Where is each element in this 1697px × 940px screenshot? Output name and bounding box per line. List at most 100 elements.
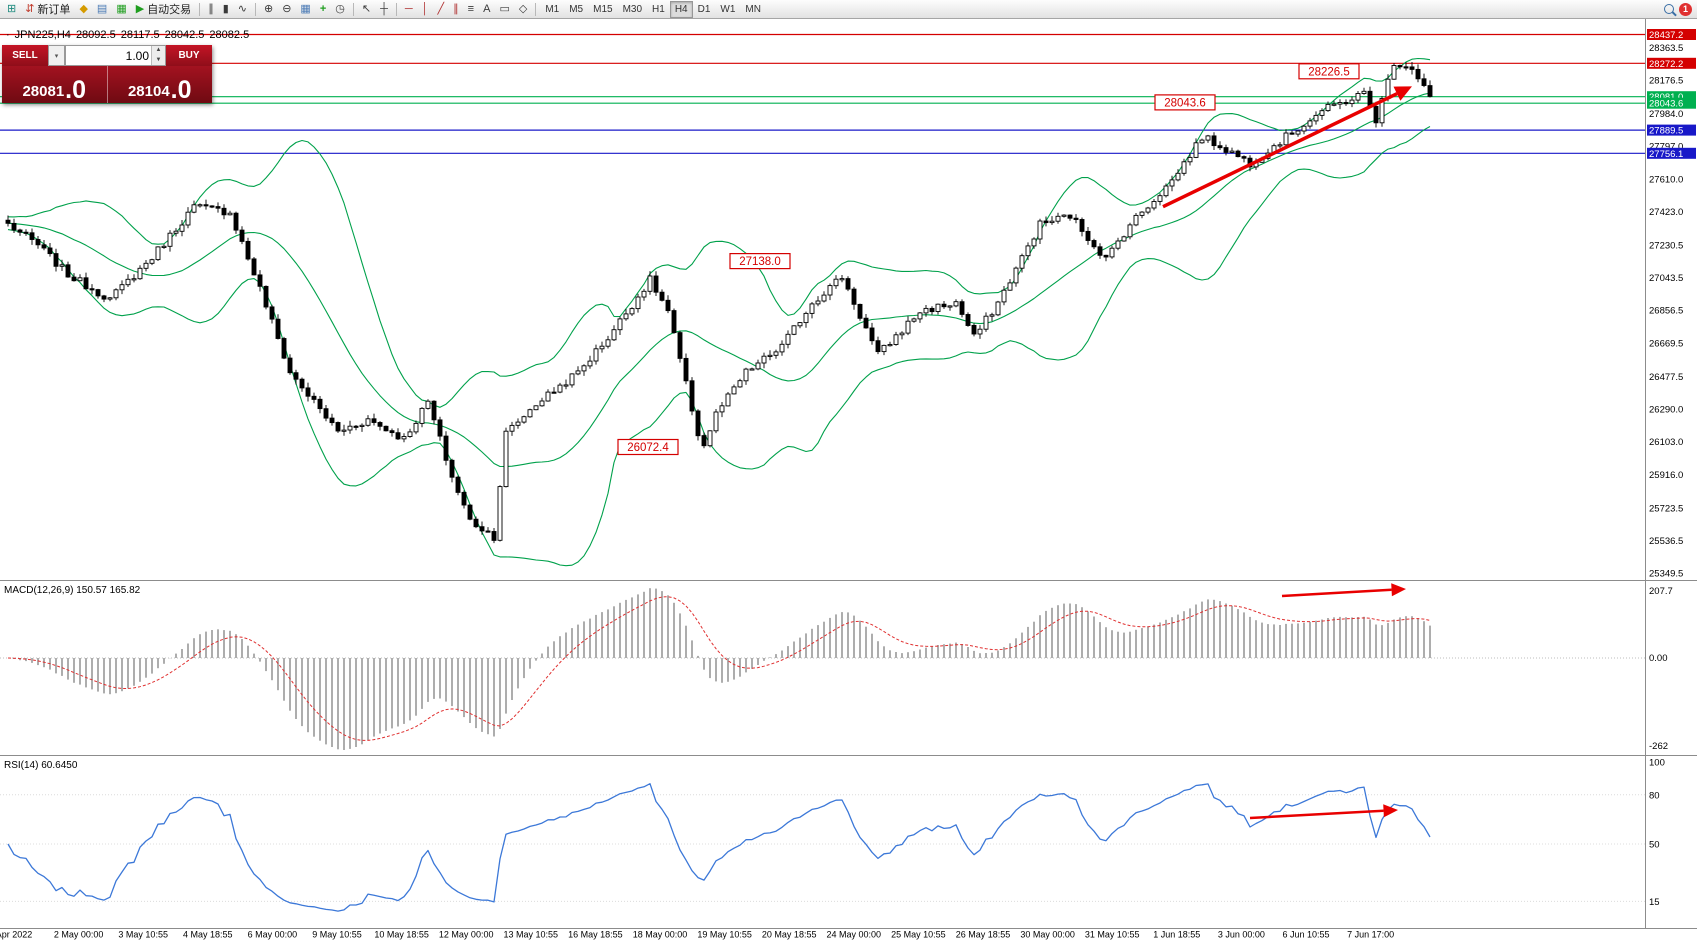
timeframe-w1-button[interactable]: W1: [720, 3, 736, 15]
text-tool-button[interactable]: A: [479, 0, 494, 18]
line-chart-icon: ∿: [237, 3, 247, 15]
svg-text:28043.6: 28043.6: [1649, 99, 1683, 110]
symbol-info: · JPN225,H4 28092.5 28117.5 28042.5 28082.5: [6, 29, 254, 41]
chart-window: 28226.5 28043.6 27138.0 26072.4 28437.2 28363…: [0, 18, 1697, 940]
crosshair-button[interactable]: ┼: [376, 0, 392, 18]
horizontal-line-button[interactable]: ─: [401, 0, 417, 18]
new-order-button[interactable]: ⇵ 新订单: [21, 0, 74, 18]
svg-text:2 May 00:00: 2 May 00:00: [54, 930, 104, 940]
zoom-out-icon: ⊖: [282, 3, 292, 15]
timeframe-h4-button[interactable]: H4: [669, 0, 693, 18]
toolbar-right-group: 1: [1664, 2, 1694, 16]
buy-price[interactable]: 28104 .0: [106, 66, 213, 104]
candlestick-series: [5, 62, 1433, 544]
toolbar-separator: [254, 2, 256, 16]
buy-price-frac: .0: [170, 75, 192, 104]
trend-arrows[interactable]: [1162, 86, 1412, 820]
svg-text:27230.5: 27230.5: [1649, 241, 1683, 252]
search-icon[interactable]: [1664, 4, 1674, 14]
timeframe-mn-button[interactable]: MN: [745, 3, 761, 15]
sell-price[interactable]: 28081 .0: [2, 66, 107, 103]
svg-text:19 May 10:55: 19 May 10:55: [697, 930, 752, 940]
svg-text:27138.0: 27138.0: [739, 256, 781, 268]
vertical-line-button[interactable]: │: [418, 0, 433, 18]
tile-windows-icon: ▦: [300, 3, 311, 15]
svg-text:28363.5: 28363.5: [1649, 43, 1683, 54]
crosshair-icon: ┼: [380, 3, 388, 15]
volume-dropdown[interactable]: ▾: [48, 45, 65, 66]
svg-text:20 May 18:55: 20 May 18:55: [762, 930, 817, 940]
shapes-button[interactable]: ◇: [515, 0, 531, 18]
line-chart-button[interactable]: ∿: [234, 0, 251, 18]
add-indicator-button[interactable]: +: [316, 0, 330, 18]
period-button[interactable]: ◷: [331, 0, 349, 18]
timeframe-d1-button[interactable]: D1: [697, 3, 711, 15]
bollinger-bands: [7, 57, 1431, 567]
svg-text:Apr 2022: Apr 2022: [0, 930, 32, 940]
auto-trading-button[interactable]: ▶ 自动交易: [132, 0, 195, 18]
volume-input[interactable]: [66, 46, 151, 65]
ohlc-high: 28117.5: [120, 29, 160, 41]
zoom-out-button[interactable]: ⊖: [278, 0, 295, 18]
chart-canvas[interactable]: 28226.5 28043.6 27138.0 26072.4 28437.2 28363…: [0, 18, 1697, 940]
tile-windows-button[interactable]: ▦: [296, 0, 314, 18]
svg-text:28437.2: 28437.2: [1649, 30, 1683, 41]
reports-button[interactable]: ▤: [93, 0, 111, 18]
macd-indicator-label: MACD(12,26,9) 150.57 165.82: [4, 585, 141, 596]
svg-text:26072.4: 26072.4: [627, 442, 669, 454]
text-label-button[interactable]: ▭: [495, 0, 513, 18]
svg-text:28043.6: 28043.6: [1164, 97, 1206, 109]
bar-chart-button[interactable]: ∥: [204, 0, 218, 18]
svg-text:25916.0: 25916.0: [1649, 470, 1683, 481]
svg-text:3 Jun 00:00: 3 Jun 00:00: [1218, 930, 1265, 940]
reports-icon: ▤: [96, 3, 108, 15]
svg-text:6 Jun 10:55: 6 Jun 10:55: [1282, 930, 1329, 940]
svg-text:25 May 10:55: 25 May 10:55: [891, 930, 946, 940]
candle-chart-icon: ▮: [222, 3, 229, 15]
timeframe-m15-button[interactable]: M15: [593, 3, 613, 15]
layouts-button[interactable]: ▦: [112, 0, 130, 18]
timeframe-selector: M1 M5 M15 M30 H1 H4 D1 W1 MN: [540, 0, 766, 18]
sell-button[interactable]: SELL: [2, 45, 48, 66]
indicator-panels: [0, 588, 1645, 912]
svg-text:26477.5: 26477.5: [1649, 372, 1683, 383]
volume-down-icon[interactable]: ▼: [152, 55, 165, 65]
sell-price-main: 28081: [22, 82, 65, 100]
svg-text:0.00: 0.00: [1649, 653, 1668, 664]
new-chart-button[interactable]: ⊞: [3, 0, 20, 18]
svg-text:13 May 10:55: 13 May 10:55: [504, 930, 559, 940]
timeframe-m1-button[interactable]: M1: [545, 3, 560, 15]
rsi-indicator-label: RSI(14) 60.6450: [4, 760, 78, 771]
trendline-button[interactable]: ╱: [434, 0, 449, 18]
sell-price-frac: .0: [65, 75, 87, 104]
gold-button[interactable]: ◆: [75, 0, 91, 18]
ohlc-low: 28042.5: [164, 29, 205, 41]
svg-text:-262: -262: [1649, 741, 1668, 752]
notifications-badge[interactable]: 1: [1679, 2, 1692, 16]
svg-text:31 May 10:55: 31 May 10:55: [1085, 930, 1140, 940]
timeframe-h1-button[interactable]: H1: [652, 3, 665, 15]
svg-text:26669.5: 26669.5: [1649, 338, 1683, 349]
timeframe-m30-button[interactable]: M30: [622, 3, 643, 15]
svg-text:28176.5: 28176.5: [1649, 76, 1683, 87]
svg-text:6 May 00:00: 6 May 00:00: [248, 930, 298, 940]
toolbar: ⊞ ⇵ 新订单 ◆ ▤ ▦ ▶ 自动交易 ∥ ▮ ∿ ⊕ ⊖ ▦ + ◷ ↖ ┼: [0, 0, 1697, 19]
svg-text:27610.0: 27610.0: [1649, 174, 1683, 185]
channel-button[interactable]: ∥: [449, 0, 463, 18]
text-label-icon: ▭: [499, 3, 510, 15]
fibonacci-button[interactable]: ≡: [464, 0, 478, 18]
price-annotations[interactable]: 28226.5 28043.6 27138.0 26072.4: [617, 63, 1360, 456]
volume-up-icon[interactable]: ▲: [152, 46, 165, 56]
zoom-in-button[interactable]: ⊕: [260, 0, 277, 18]
svg-text:1 Jun 18:55: 1 Jun 18:55: [1153, 930, 1200, 940]
horizontal-price-lines[interactable]: [0, 33, 1645, 154]
gold-icon: ◆: [79, 3, 88, 15]
cursor-button[interactable]: ↖: [358, 0, 375, 18]
svg-text:15: 15: [1649, 897, 1660, 908]
svg-text:10 May 18:55: 10 May 18:55: [374, 930, 429, 940]
svg-text:27889.5: 27889.5: [1649, 126, 1683, 137]
trade-panel-controls: SELL ▾ ▲ ▼ BUY: [2, 45, 212, 66]
buy-button[interactable]: BUY: [166, 45, 212, 66]
candle-chart-button[interactable]: ▮: [219, 0, 233, 18]
timeframe-m5-button[interactable]: M5: [569, 3, 584, 15]
